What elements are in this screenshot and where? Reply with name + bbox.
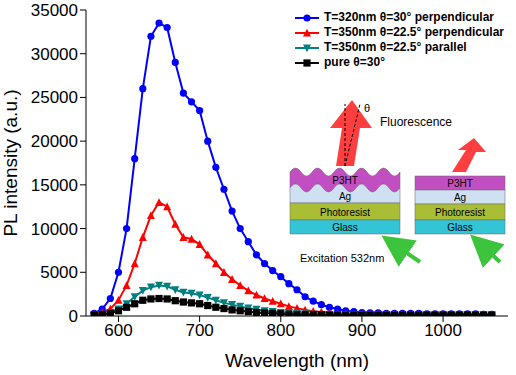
svg-text:Photoresist: Photoresist [435, 207, 485, 218]
svg-text:20000: 20000 [31, 132, 78, 151]
html-text:T=350nm θ=22.5° parallel: T=350nm θ=22.5° parallel [324, 40, 467, 54]
svg-text:P3HT: P3HT [332, 175, 358, 186]
svg-text:Ag: Ag [454, 192, 466, 203]
svg-text:PL intensity (a.u.): PL intensity (a.u.) [0, 89, 21, 236]
svg-text:Wavelength (nm): Wavelength (nm) [225, 350, 369, 371]
svg-text:800: 800 [267, 321, 295, 340]
html-text:T=350nm θ=22.5° perpendicular: T=350nm θ=22.5° perpendicular [324, 25, 504, 39]
svg-text:15000: 15000 [31, 176, 78, 195]
svg-text:P3HT: P3HT [447, 178, 473, 189]
svg-text:Glass: Glass [447, 222, 473, 233]
svg-text:10000: 10000 [31, 220, 78, 239]
svg-text:900: 900 [348, 321, 376, 340]
svg-text:30000: 30000 [31, 45, 78, 64]
svg-text:1000: 1000 [424, 321, 462, 340]
svg-text:Fluorescence: Fluorescence [380, 115, 452, 129]
svg-text:θ: θ [364, 102, 370, 114]
svg-text:35000: 35000 [31, 1, 78, 20]
svg-text:Glass: Glass [332, 222, 358, 233]
svg-text:600: 600 [104, 321, 132, 340]
svg-text:5000: 5000 [40, 263, 78, 282]
html-text:T=320nm θ=30° perpendicular: T=320nm θ=30° perpendicular [324, 10, 494, 24]
svg-text:Ag: Ag [339, 191, 351, 202]
svg-text:25000: 25000 [31, 88, 78, 107]
svg-text:0: 0 [69, 307, 78, 326]
svg-text:Excitation 532nm: Excitation 532nm [300, 252, 384, 264]
svg-text:Photoresist: Photoresist [320, 207, 370, 218]
svg-text:700: 700 [185, 321, 213, 340]
html-text:pure θ=30°: pure θ=30° [324, 55, 385, 69]
